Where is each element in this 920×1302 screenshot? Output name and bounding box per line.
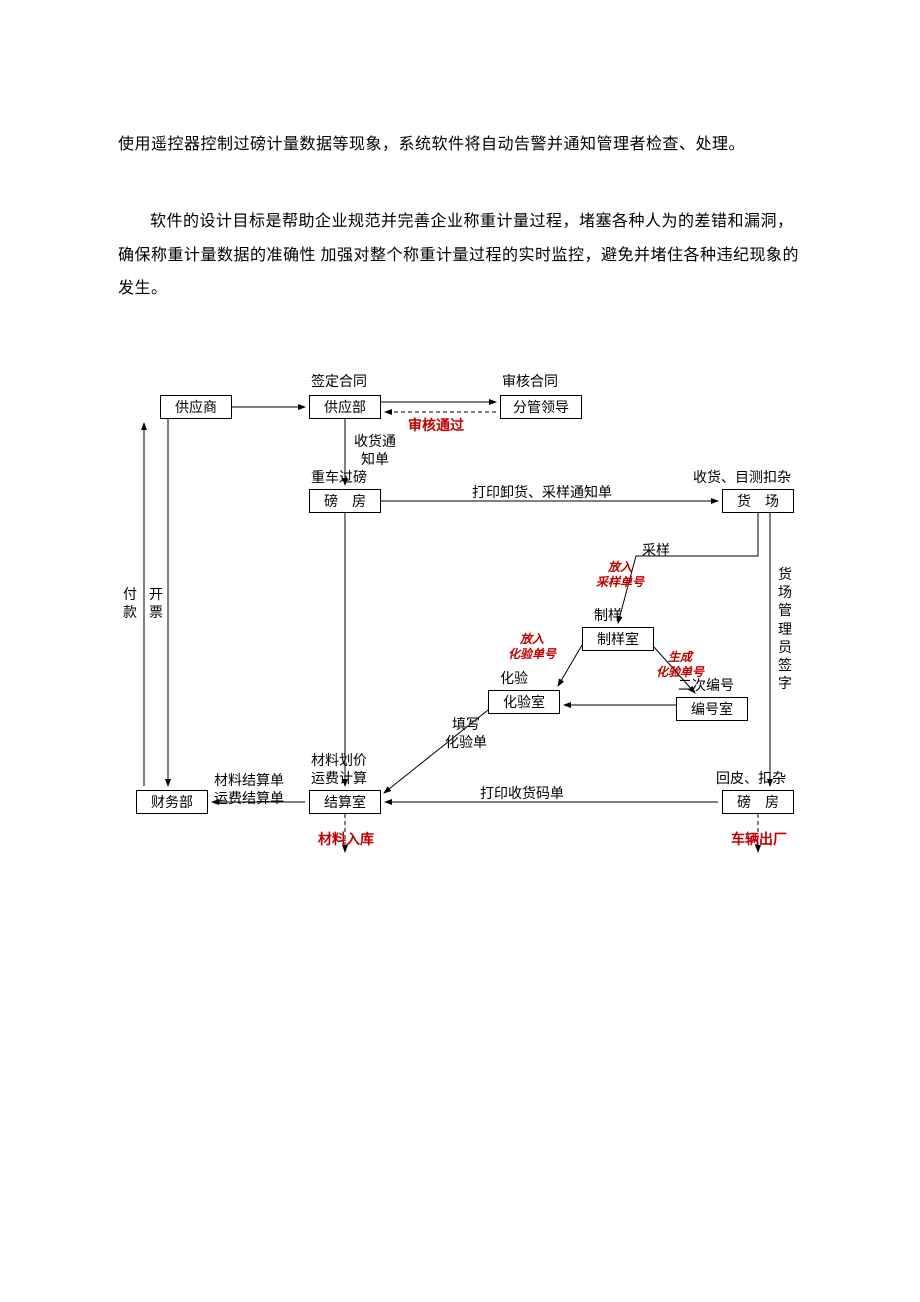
label-sampling: 采样 [642, 543, 670, 561]
node-settle-room: 结算室 [309, 790, 381, 814]
label-review-contract: 审核合同 [502, 374, 558, 392]
label-heavy-weigh: 重车过磅 [311, 470, 367, 488]
label-pay: 付 款 [123, 587, 137, 623]
label-put-test-no: 放入 化验单号 [508, 632, 556, 662]
node-sample-room: 制样室 [582, 627, 654, 651]
node-weigh-house-2: 磅 房 [722, 790, 794, 814]
label-tare-deduct: 回皮、扣杂 [716, 771, 786, 789]
document-page: 使用遥控器控制过磅计量数据等现象，系统软件将自动告警并通知管理者检查、处理。 软… [0, 0, 920, 1302]
label-fill-test: 填写 化验单 [445, 717, 487, 752]
label-print-receipt: 打印收货码单 [480, 786, 564, 804]
node-goods-yard: 货 场 [722, 489, 794, 513]
label-receive-notice: 收货通 知单 [354, 434, 396, 469]
label-make-sample: 制样 [594, 608, 622, 626]
label-settle-slip: 材料结算单 运费结算单 [214, 773, 284, 808]
label-second-number: 二次编号 [678, 678, 734, 696]
label-review-pass: 审核通过 [408, 418, 464, 436]
node-finance: 财务部 [136, 790, 208, 814]
label-sign-contract: 签定合同 [311, 374, 367, 392]
label-invoice: 开 票 [149, 587, 163, 623]
label-test: 化验 [500, 671, 528, 689]
node-supplier: 供应商 [160, 395, 232, 419]
label-print-unload: 打印卸货、采样通知单 [472, 485, 612, 503]
node-number-room: 编号室 [676, 697, 748, 721]
label-material-in: 材料入库 [318, 832, 374, 850]
node-weigh-house-1: 磅 房 [309, 489, 381, 513]
node-test-room: 化验室 [488, 690, 560, 714]
label-put-sample-no: 放入 采样单号 [596, 560, 644, 590]
label-vehicle-out: 车辆出厂 [731, 832, 787, 850]
flowchart: 供应商 供应部 分管领导 磅 房 货 场 制样室 化验室 编号室 结算室 磅 房… [0, 0, 920, 1302]
label-material-price: 材料划价 运费计算 [311, 753, 367, 788]
node-leader: 分管领导 [500, 395, 582, 419]
label-gen-test-no: 生成 化验单号 [656, 650, 704, 680]
label-yard-sign: 货 场 管 理 员 签 字 [778, 567, 792, 694]
node-supply-dept: 供应部 [309, 395, 381, 419]
label-receive-visual: 收货、目测扣杂 [693, 470, 791, 488]
